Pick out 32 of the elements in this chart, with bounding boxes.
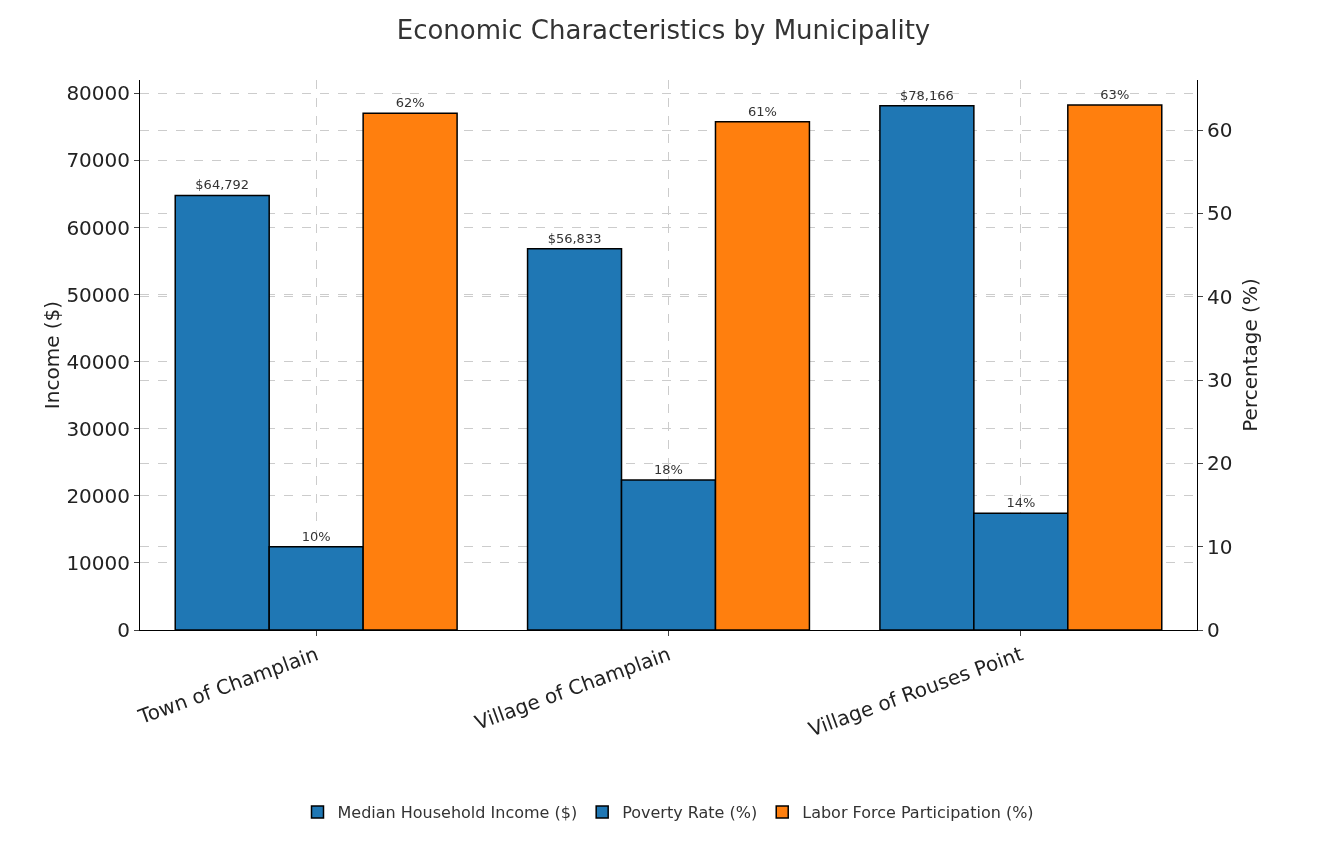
y-tick-label: 30000 [66,416,130,441]
y-tick-label: 20000 [66,483,130,508]
data-label: 14% [1006,495,1036,511]
y2-tick-label: 30 [1207,368,1233,392]
y-tick-label: 80000 [66,81,130,106]
y2-tick-label: 40 [1207,284,1233,309]
legend-label: Poverty Rate (%) [622,803,758,823]
legend-label: Labor Force Participation (%) [802,803,1034,823]
data-label: $64,792 [195,177,250,193]
y2-tick-label: 50 [1207,201,1233,226]
chart-title: Economic Characteristics by Municipality [396,15,931,46]
y-tick-label: 10000 [66,550,130,575]
y-tick-label: 0 [117,618,130,642]
y-tick-label: 40000 [66,349,130,374]
y-tick-label: 60000 [66,215,130,240]
legend-label: Median Household Income ($) [337,803,578,823]
y-tick-label: 50000 [66,282,130,307]
y2-tick-label: 60 [1207,118,1233,142]
data-label: $56,833 [547,230,602,246]
y-axis-title: Income ($) [40,300,65,410]
y2-tick-label: 10 [1207,534,1233,559]
y2-axis-title: Percentage (%) [1238,278,1262,432]
y-tick-label: 70000 [66,148,130,173]
y2-tick-label: 0 [1207,618,1220,642]
data-label: $78,166 [900,87,954,103]
data-label: 18% [654,462,683,477]
data-label: 63% [1100,87,1130,102]
data-label: 10% [301,528,331,544]
data-label: 62% [395,95,425,111]
data-label: 61% [748,103,777,119]
y2-tick-label: 20 [1207,451,1233,476]
x-tick-label: Village of Rouses Point [805,641,1027,742]
